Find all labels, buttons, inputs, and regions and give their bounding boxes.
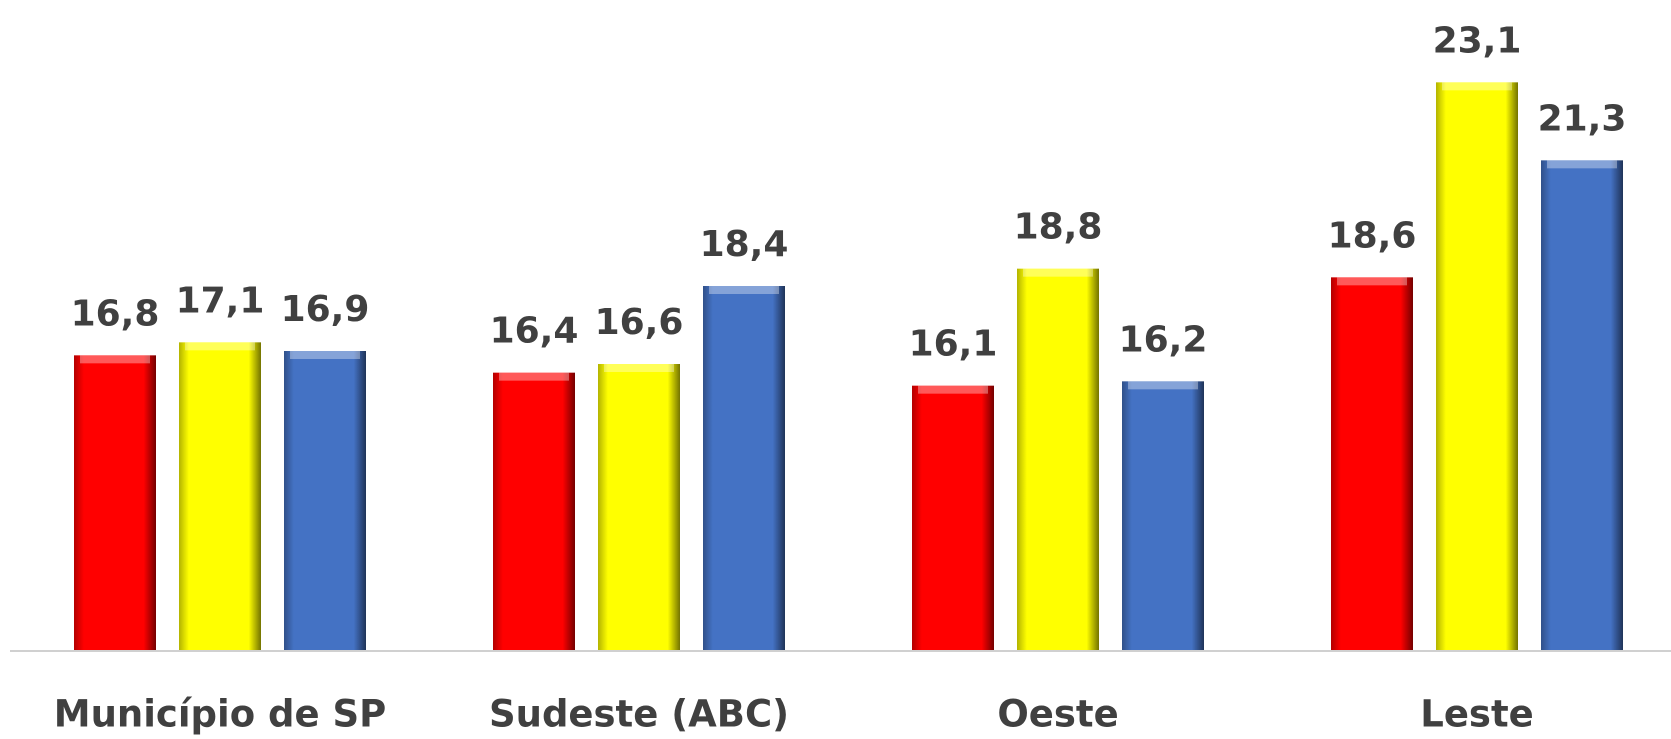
data-label: 18,4: [700, 224, 789, 265]
data-label: 18,6: [1328, 215, 1417, 256]
bar: [493, 372, 575, 650]
bar-bevel: [290, 351, 360, 359]
bar-bevel: [80, 355, 150, 364]
data-label: 21,3: [1538, 98, 1627, 139]
x-tick-label: Leste: [1420, 693, 1533, 736]
bar-bevel: [1547, 160, 1617, 169]
bar: [284, 351, 366, 650]
bar-bevel: [1337, 277, 1407, 286]
bar: [912, 385, 994, 650]
data-label: 18,8: [1014, 207, 1103, 248]
bar: [703, 286, 785, 650]
data-label: 17,1: [176, 280, 265, 321]
bar-bevel: [1128, 381, 1198, 390]
bar-bevel: [1442, 82, 1512, 91]
data-label: 23,1: [1433, 20, 1522, 61]
bar-bevel: [709, 286, 779, 294]
bar: [1017, 268, 1099, 650]
bar: [1122, 381, 1204, 650]
bar-bevel: [185, 342, 255, 351]
data-label: 16,4: [490, 311, 579, 352]
bar: [1436, 82, 1518, 651]
data-label: 16,6: [595, 302, 684, 343]
data-label: 16,1: [909, 324, 998, 365]
data-label: 16,9: [281, 289, 370, 330]
x-tick-label: Oeste: [997, 693, 1118, 736]
bar-bevel: [918, 385, 988, 394]
x-tick-label: Sudeste (ABC): [489, 693, 789, 736]
bar-bevel: [1023, 268, 1093, 277]
bar: [179, 342, 261, 650]
bar: [1331, 277, 1413, 650]
data-label: 16,8: [71, 293, 160, 334]
bar-bevel: [604, 364, 674, 372]
x-tick-label: Município de SP: [54, 693, 387, 736]
bar: [1541, 160, 1623, 651]
data-label: 16,2: [1119, 319, 1208, 360]
bar: [74, 355, 156, 650]
bar-bevel: [499, 372, 569, 381]
bar: [598, 364, 680, 650]
